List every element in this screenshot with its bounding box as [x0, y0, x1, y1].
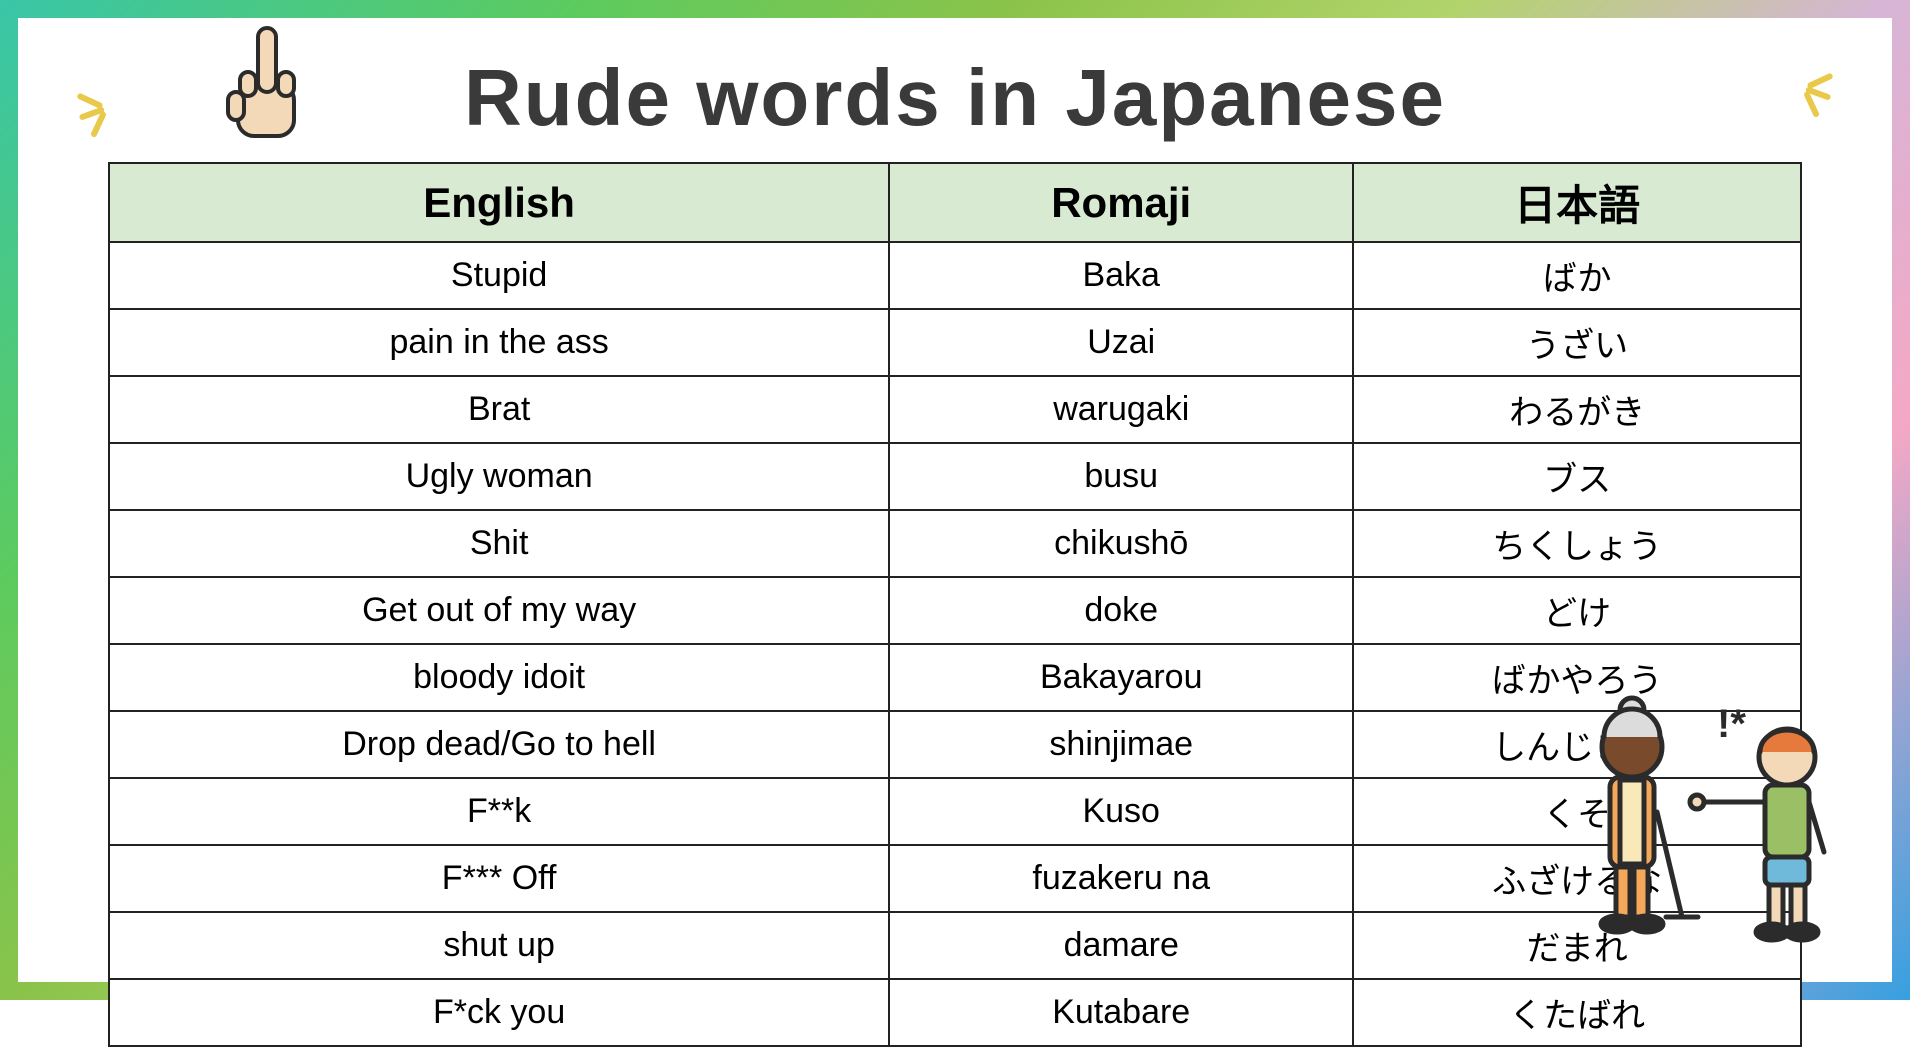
table-cell: Uzai	[889, 309, 1353, 376]
vocabulary-table: English Romaji 日本語 StupidBakaばかpain in t…	[108, 162, 1802, 1047]
table-cell: Brat	[109, 376, 889, 443]
table-cell: F**k	[109, 778, 889, 845]
content-panel: Rude words in Japanese English Romaji 日本…	[18, 18, 1892, 982]
swear-text: !*	[1717, 702, 1746, 746]
col-romaji: Romaji	[889, 163, 1353, 242]
table-cell: Ugly woman	[109, 443, 889, 510]
table-cell: Drop dead/Go to hell	[109, 711, 889, 778]
table-cell: Get out of my way	[109, 577, 889, 644]
table-row: F*ck youKutabareくたばれ	[109, 979, 1801, 1046]
table-row: shut updamareだまれ	[109, 912, 1801, 979]
table-cell: ちくしょう	[1353, 510, 1801, 577]
col-japanese: 日本語	[1353, 163, 1801, 242]
table-cell: ばか	[1353, 242, 1801, 309]
table-row: Drop dead/Go to hellshinjimaeしんじまえ	[109, 711, 1801, 778]
table-cell: Bakayarou	[889, 644, 1353, 711]
table-cell: pain in the ass	[109, 309, 889, 376]
table-cell: くたばれ	[1353, 979, 1801, 1046]
spark-left-icon	[67, 70, 148, 158]
table-row: bloody idoitBakayarouばかやろう	[109, 644, 1801, 711]
table-cell: damare	[889, 912, 1353, 979]
table-cell: Kuso	[889, 778, 1353, 845]
table-cell: fuzakeru na	[889, 845, 1353, 912]
table-cell: Baka	[889, 242, 1353, 309]
table-cell: doke	[889, 577, 1353, 644]
table-row: Bratwarugakiわるがき	[109, 376, 1801, 443]
table-cell: shinjimae	[889, 711, 1353, 778]
table-row: F*** Offfuzakeru naふざけるな	[109, 845, 1801, 912]
table-cell: Kutabare	[889, 979, 1353, 1046]
people-arguing-icon: !*	[1562, 692, 1852, 952]
table-header-row: English Romaji 日本語	[109, 163, 1801, 242]
col-english: English	[109, 163, 889, 242]
table-cell: どけ	[1353, 577, 1801, 644]
table-cell: chikushō	[889, 510, 1353, 577]
table-row: Shitchikushōちくしょう	[109, 510, 1801, 577]
table-row: F**kKusoくそ	[109, 778, 1801, 845]
page-title: Rude words in Japanese	[464, 52, 1446, 144]
gradient-border: Rude words in Japanese English Romaji 日本…	[0, 0, 1910, 1000]
table-cell: わるがき	[1353, 376, 1801, 443]
table-cell: Stupid	[109, 242, 889, 309]
table-cell: Shit	[109, 510, 889, 577]
table-cell: ブス	[1353, 443, 1801, 510]
table-cell: F*ck you	[109, 979, 889, 1046]
middle-finger-icon	[208, 22, 318, 174]
table-cell: warugaki	[889, 376, 1353, 443]
table-row: Ugly womanbusuブス	[109, 443, 1801, 510]
table-cell: bloody idoit	[109, 644, 889, 711]
table-cell: うざい	[1353, 309, 1801, 376]
table-cell: shut up	[109, 912, 889, 979]
table-row: pain in the assUzaiうざい	[109, 309, 1801, 376]
title-row: Rude words in Japanese	[108, 38, 1802, 158]
table-cell: busu	[889, 443, 1353, 510]
table-row: StupidBakaばか	[109, 242, 1801, 309]
spark-right-icon	[1761, 50, 1842, 138]
table-row: Get out of my waydokeどけ	[109, 577, 1801, 644]
table-cell: F*** Off	[109, 845, 889, 912]
